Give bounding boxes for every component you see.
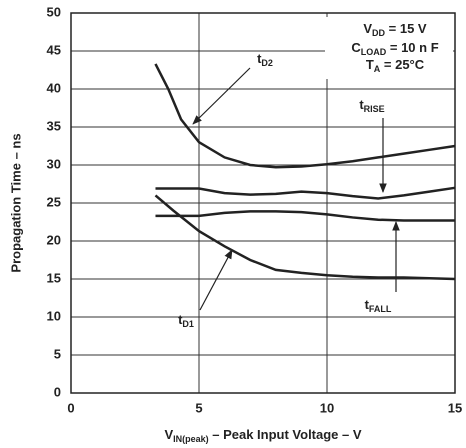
y-tick-label: 40: [47, 80, 61, 95]
x-tick-label: 10: [320, 400, 334, 415]
series-label-main: t: [359, 97, 364, 112]
condition: VDD = 15 V: [363, 21, 427, 38]
arrow: [199, 249, 233, 311]
x-axis-label: VIN(peak) – Peak Input Voltage – V: [164, 427, 361, 444]
condition-sub: DD: [372, 28, 385, 38]
x-tick-label: 5: [195, 400, 202, 415]
x-axis-label-rest: – Peak Input Voltage – V: [209, 427, 362, 442]
series-label: tD2: [257, 51, 273, 68]
condition-rest: = 15 V: [385, 21, 427, 36]
condition-main: T: [366, 57, 374, 72]
x-tick-label: 0: [67, 400, 74, 415]
condition-main: C: [351, 40, 361, 55]
y-tick-label: 25: [47, 194, 61, 209]
series-label-sub: D1: [182, 319, 194, 329]
series-label-main: t: [257, 51, 262, 66]
y-tick-label: 20: [47, 232, 61, 247]
y-tick-label: 50: [47, 4, 61, 19]
conditions-box: [325, 17, 453, 79]
y-tick-label: 15: [47, 270, 61, 285]
y-tick-label: 10: [47, 308, 61, 323]
condition-main: V: [363, 21, 372, 36]
y-tick-label: 45: [47, 42, 61, 57]
condition-rest: = 25°C: [380, 57, 424, 72]
y-tick-label: 35: [47, 118, 61, 133]
condition: CLOAD = 10 n F: [351, 40, 438, 57]
condition-sub: LOAD: [361, 47, 387, 57]
series-line: [155, 186, 456, 200]
plot-frame: [70, 12, 456, 394]
series-line: [154, 63, 456, 169]
y-tick-label: 0: [54, 384, 61, 399]
x-axis-label-sub: IN(peak): [173, 434, 209, 444]
condition: TA = 25°C: [366, 57, 425, 74]
y-tick-label: 30: [47, 156, 61, 171]
series-label: tRISE: [359, 97, 384, 114]
condition-sub: A: [374, 64, 381, 74]
arrow: [192, 67, 251, 125]
series-label-main: t: [365, 297, 370, 312]
series-line: [155, 210, 455, 222]
series-label-sub: FALL: [369, 304, 392, 314]
y-tick-label: 5: [54, 346, 61, 361]
condition-rest: = 10 n F: [386, 40, 438, 55]
series-label-sub: D2: [261, 58, 273, 68]
series-label-sub: RISE: [364, 104, 385, 114]
x-axis-label-main: V: [164, 427, 173, 442]
x-tick-label: 15: [448, 400, 462, 415]
series-label: tFALL: [365, 297, 392, 314]
y-axis-label: Propagation Time – ns: [8, 133, 23, 272]
series-label: tD1: [178, 312, 194, 329]
series-line: [154, 194, 456, 281]
series-label-main: t: [178, 312, 183, 327]
